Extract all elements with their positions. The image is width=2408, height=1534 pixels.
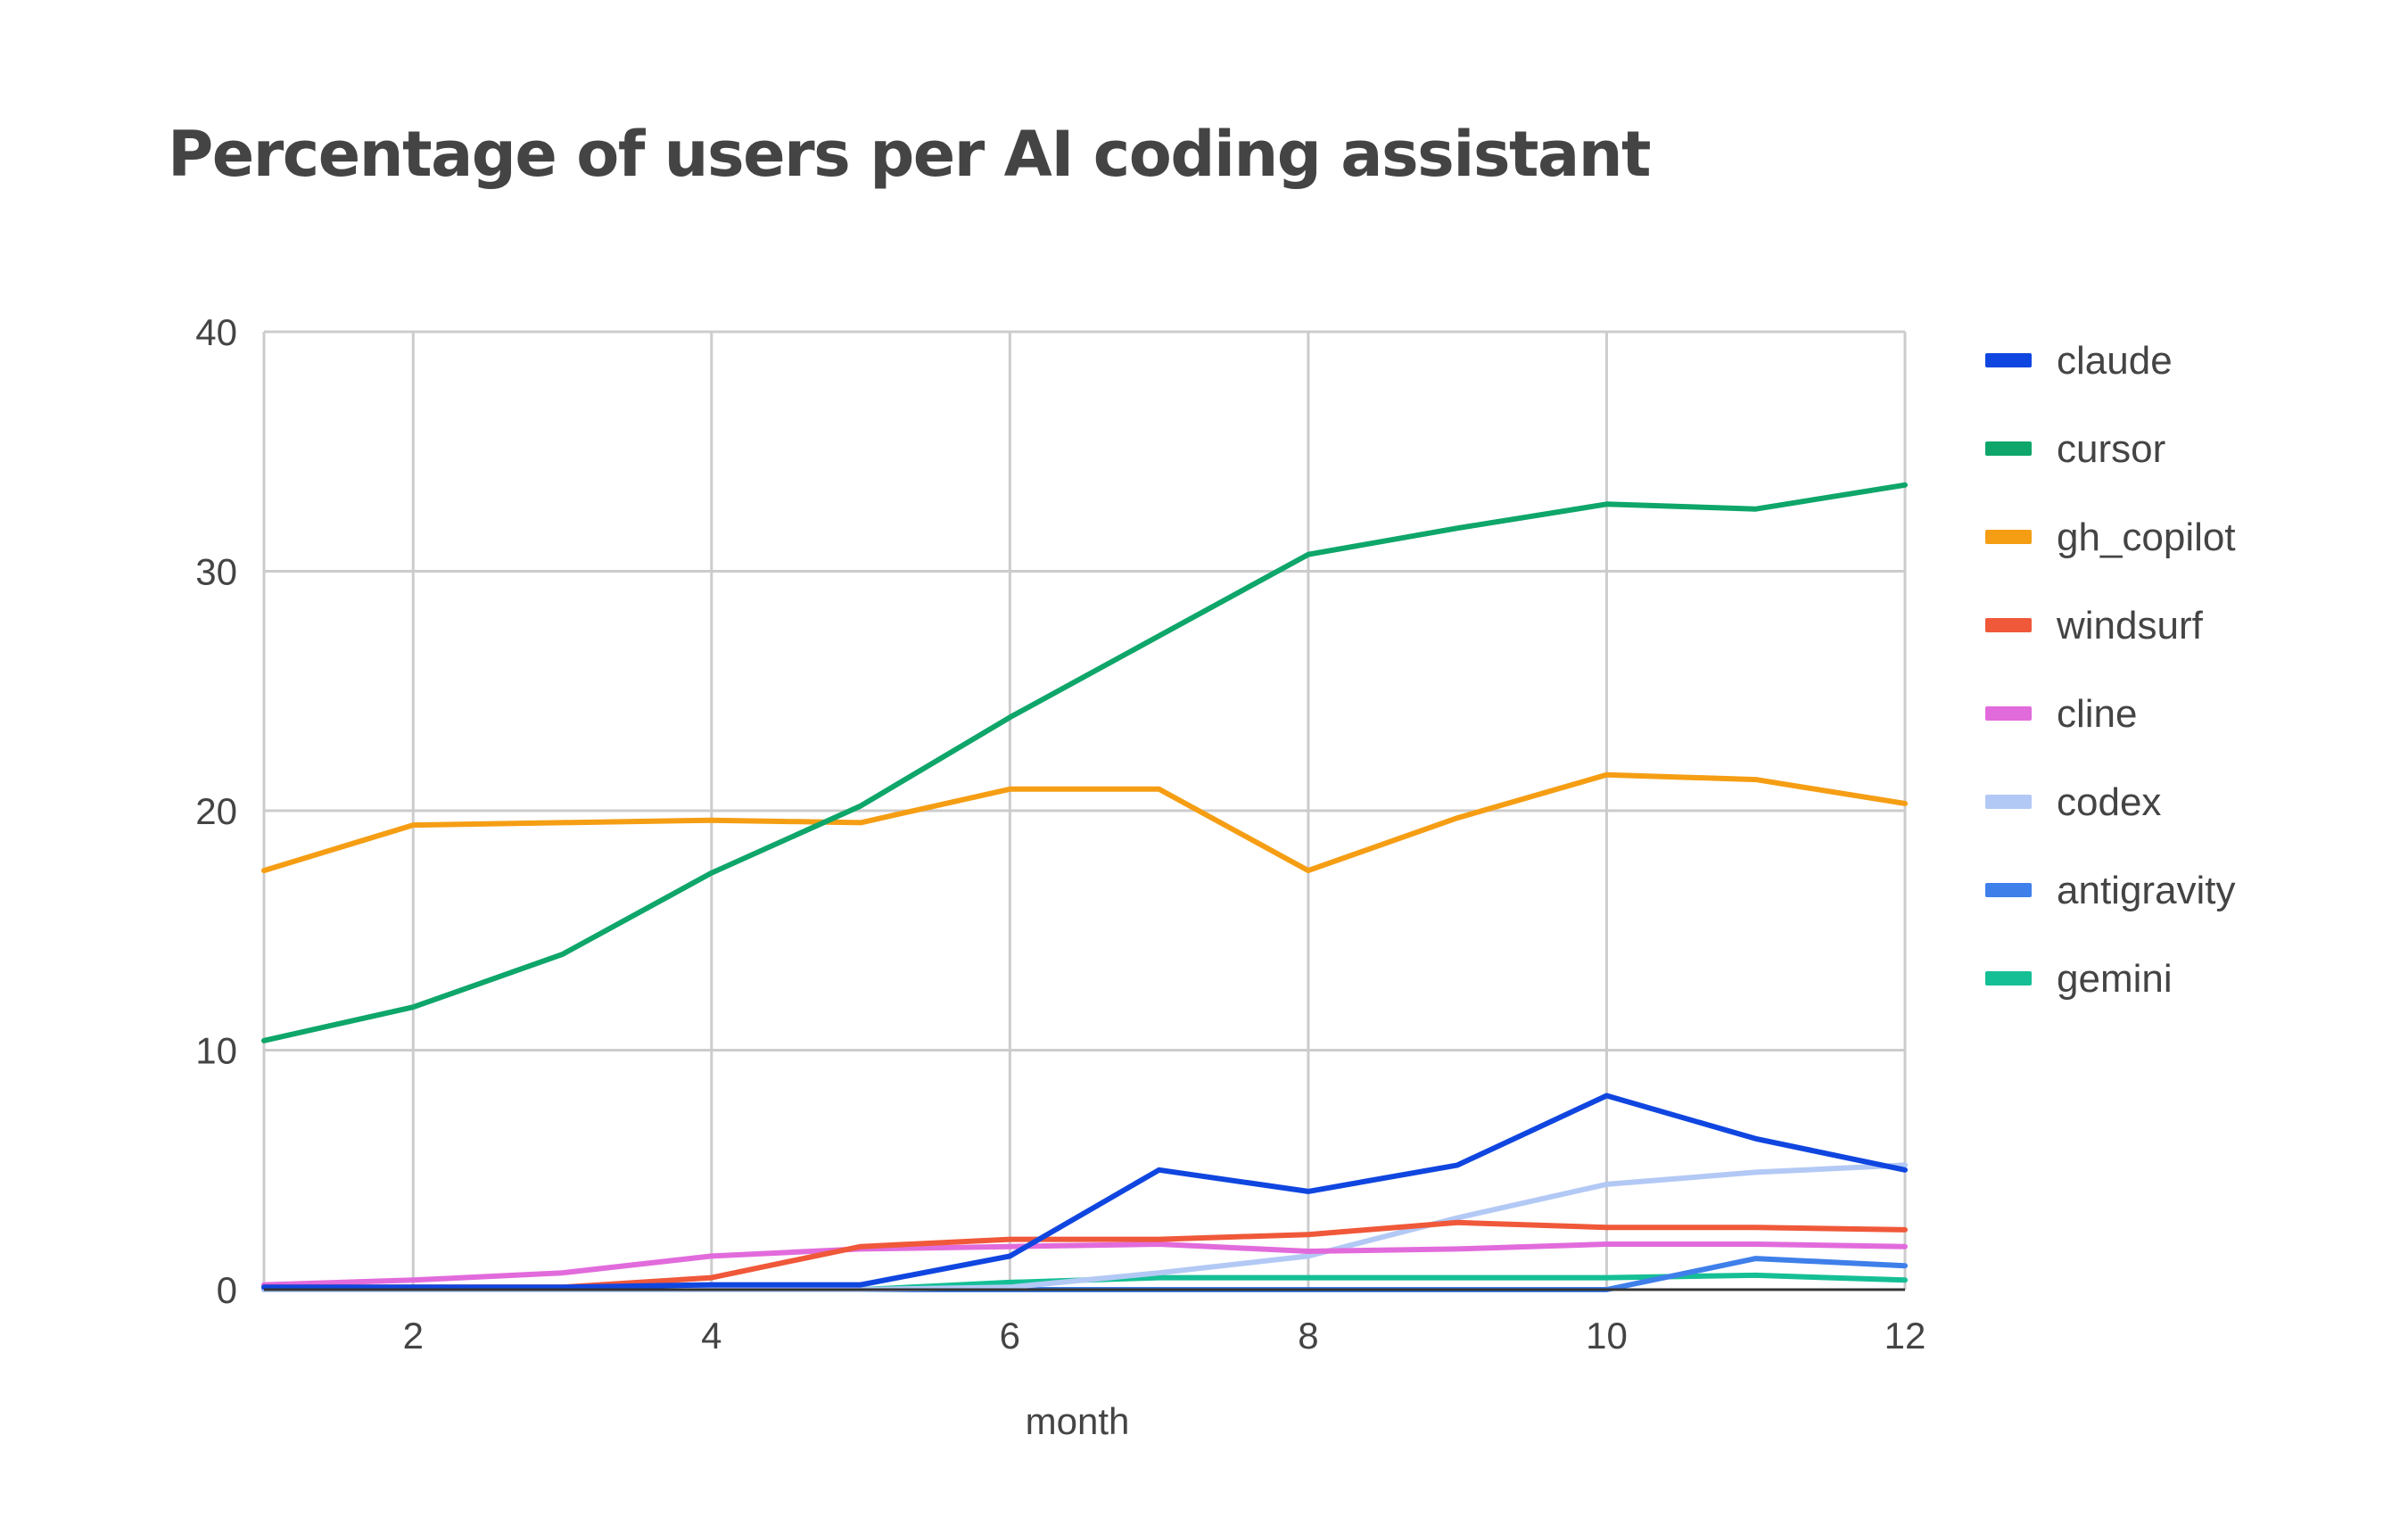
legend-label-codex: codex [2057, 780, 2161, 824]
grid-layer [262, 330, 1907, 1291]
x-tick-label: 12 [1884, 1315, 1926, 1357]
legend-label-windsurf: windsurf [2056, 604, 2204, 647]
legend-swatch-gh_copilot [1985, 530, 2032, 544]
y-tick-label: 30 [195, 551, 237, 593]
legend-label-cline: cline [2057, 692, 2138, 736]
x-tick-label: 6 [1000, 1315, 1020, 1357]
legend-swatch-cursor [1985, 441, 2032, 456]
series-line-claude [261, 1093, 1908, 1291]
legend-label-claude: claude [2057, 339, 2173, 383]
chart-title: Percentage of users per AI coding assist… [168, 118, 1651, 191]
legend-swatch-cline [1985, 706, 2032, 721]
legend-label-cursor: cursor [2057, 427, 2165, 471]
legend-label-antigravity: antigravity [2057, 869, 2236, 912]
series-line-gh_copilot [261, 771, 1908, 874]
legend-label-gemini: gemini [2057, 957, 2173, 1001]
x-tick-label: 2 [403, 1315, 424, 1357]
x-tick-label: 4 [701, 1315, 722, 1357]
legend-swatch-antigravity [1985, 883, 2032, 897]
series-line-cursor [261, 482, 1908, 1043]
x-tick-label: 8 [1298, 1315, 1318, 1357]
series-layer [261, 482, 1908, 1292]
legend-label-gh_copilot: gh_copilot [2057, 515, 2236, 559]
legend-swatch-windsurf [1985, 618, 2032, 632]
legend-swatch-gemini [1985, 971, 2032, 986]
x-axis-title: month [1026, 1400, 1130, 1442]
legend-swatch-codex [1985, 795, 2032, 809]
legend-swatch-claude [1985, 353, 2032, 367]
x-tick-label: 10 [1586, 1315, 1628, 1357]
y-tick-label: 20 [195, 790, 237, 832]
tick-layer: 0 10 20 30 40 2 4 6 8 10 12 [195, 311, 1926, 1357]
y-tick-label: 10 [195, 1030, 237, 1072]
series-line-cline [261, 1241, 1908, 1288]
y-tick-label: 40 [195, 311, 237, 353]
y-tick-label: 0 [217, 1269, 237, 1311]
legend: claude cursor gh_copilot windsurf cline codex… [1985, 339, 2236, 1001]
